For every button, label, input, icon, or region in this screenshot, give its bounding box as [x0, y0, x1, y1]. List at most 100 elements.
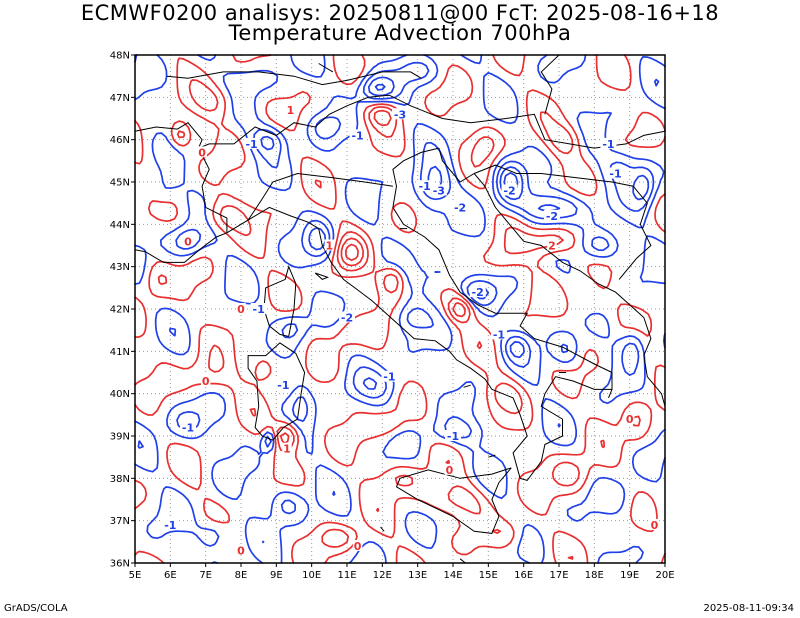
coastline-segment: [442, 113, 666, 149]
contour-label-bg: [490, 328, 507, 340]
contour-label-bg: [381, 370, 398, 382]
contour-label-bg: [197, 146, 207, 158]
contour-label-bg: [250, 303, 267, 314]
coastlines: [134, 54, 666, 564]
x-tick-label: 18E: [585, 570, 604, 581]
contour-label-bg: [543, 209, 560, 221]
contour-label: -1: [383, 371, 395, 384]
contour-label-bg: [624, 413, 635, 425]
y-tick-label: 48N: [110, 51, 130, 62]
x-tick-label: 5E: [129, 570, 142, 581]
contour-label-bg: [236, 544, 246, 556]
contour-label-bg: [183, 235, 193, 247]
contour-label: -1: [493, 328, 505, 341]
map-grid: [135, 55, 665, 563]
contour-label-bg: [600, 137, 617, 149]
contour-label-bg: [452, 201, 469, 213]
coastline-segment: [247, 342, 306, 441]
contour-label-bg: [501, 184, 518, 196]
contour-label: -1: [253, 303, 265, 316]
contour-label: -2: [472, 286, 484, 299]
contour-label-bg: [349, 129, 366, 141]
contour-label: -3: [394, 108, 406, 121]
contour-label: 0: [446, 464, 454, 477]
x-tick-label: 19E: [620, 570, 639, 581]
contour-label: 1: [287, 104, 295, 117]
contour-label: -1: [245, 138, 257, 151]
contour-label: -1: [277, 379, 289, 392]
contour-label-bg: [180, 421, 196, 433]
contour-label: 0: [237, 303, 245, 316]
footer-software: GrADS/COLA: [4, 603, 68, 614]
coastline-segment: [380, 526, 385, 532]
contour-label: -2: [454, 201, 466, 214]
y-tick-label: 40N: [110, 389, 130, 400]
y-tick-label: 47N: [110, 93, 130, 104]
contour-label: -2: [503, 184, 515, 197]
x-tick-label: 8E: [235, 570, 248, 581]
coastline-segment: [314, 272, 330, 280]
cold-advection-contour: [374, 83, 519, 194]
contour-label: 0: [651, 519, 659, 532]
coastline-segment: [263, 265, 297, 337]
contour-label: 1: [326, 240, 334, 253]
x-tick-label: 14E: [443, 570, 462, 581]
contour-label-bg: [416, 180, 433, 192]
chart-title: ECMWF0200 analisys: 20250811@00 FcT: 202…: [80, 1, 720, 25]
y-tick-label: 44N: [110, 220, 130, 231]
y-tick-label: 38N: [110, 474, 130, 485]
y-tick-label: 36N: [110, 559, 130, 570]
contour-labels: -3-1-110-1 -3-2-2-2-120-2-210 -1-10 -1-1-11…: [162, 104, 660, 557]
x-tick-label: 10E: [302, 570, 321, 581]
contour-label: 0: [184, 235, 192, 248]
y-tick-label: 43N: [110, 262, 130, 273]
coastline-segment: [395, 467, 512, 534]
x-tick-label: 7E: [199, 570, 212, 581]
x-tick-label: 13E: [408, 570, 427, 581]
contour-label-bg: [162, 518, 179, 530]
contour-label-bg: [607, 167, 624, 179]
contour-label: 1: [283, 443, 291, 456]
contour-label-bg: [200, 374, 211, 386]
contour-label-bg: [243, 137, 260, 149]
coastline-segment: [463, 384, 471, 388]
contour-label: -1: [419, 180, 431, 193]
contour-label-bg: [445, 430, 461, 441]
coastline-segment: [438, 147, 666, 407]
contour-label: -1: [351, 129, 363, 142]
contour-label: -3: [433, 184, 445, 197]
x-tick-label: 11E: [337, 570, 356, 581]
contour-label-bg: [275, 379, 292, 391]
contour-label-bg: [430, 184, 447, 196]
contour-label-bg: [547, 239, 557, 251]
coastline-segment: [474, 164, 652, 280]
contour-label-bg: [444, 463, 455, 475]
coastline-segment: [198, 94, 443, 149]
coastline-segment: [166, 71, 422, 86]
coastline-segment: [247, 172, 393, 221]
cold-advection-contour: [137, 61, 660, 544]
contour-label: -1: [447, 430, 459, 443]
warm-advection-contour: [344, 243, 359, 262]
coastline-segment: [134, 232, 228, 263]
contour-label-bg: [236, 303, 246, 314]
x-tick-label: 20E: [655, 570, 674, 581]
y-tick-label: 42N: [110, 305, 130, 316]
x-tick-label: 15E: [479, 570, 498, 581]
coastline-segment: [488, 454, 496, 458]
contour-label: -2: [546, 210, 558, 223]
contour-label-bg: [285, 104, 296, 116]
y-tick-label: 46N: [110, 135, 130, 146]
contour-label: -1: [164, 519, 176, 532]
y-tick-label: 37N: [110, 516, 130, 527]
x-tick-label: 12E: [373, 570, 392, 581]
contour-label: 0: [237, 544, 245, 557]
x-tick-label: 17E: [549, 570, 568, 581]
x-tick-label: 6E: [164, 570, 177, 581]
contour-label: -1: [602, 138, 614, 151]
axis-ticks: 5E 6E 7E 8E 9E 10E 11E 12E 13E 14E 15E 16E 17E 18E 19E…: [110, 51, 675, 582]
coastline-segment: [318, 63, 334, 73]
y-tick-label: 39N: [110, 432, 130, 443]
contour-label-bg: [649, 518, 660, 530]
